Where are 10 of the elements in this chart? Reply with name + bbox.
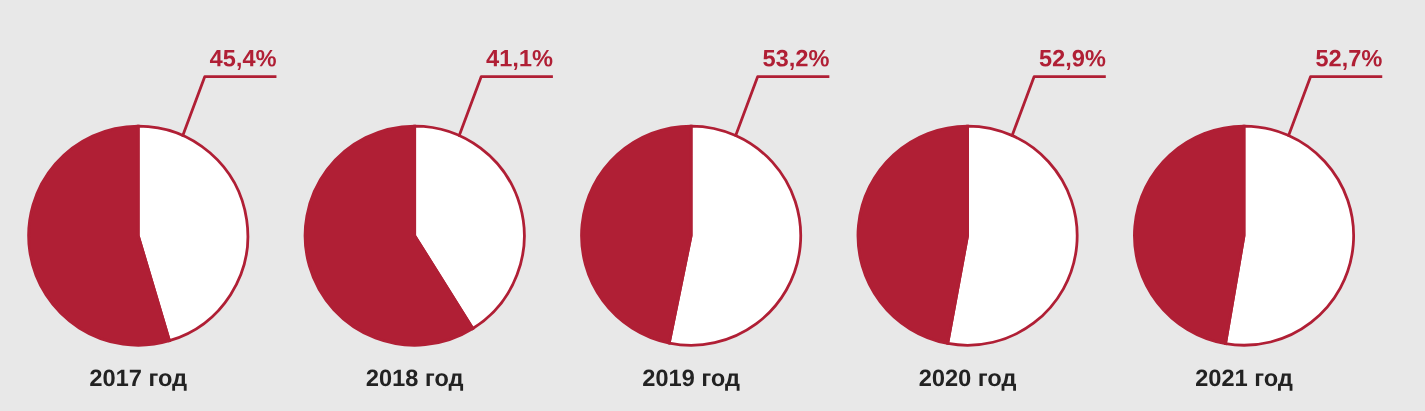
text: 2018 год [366,369,464,391]
text: 2017 год [90,369,187,391]
data-label: 53,2% [763,49,829,70]
data-label: 52,9% [1039,49,1106,70]
data-label: 52,7% [1316,49,1382,70]
text: 2020 год [919,369,1016,391]
data-label: 45,4% [209,49,276,70]
text: 2021 год [1196,369,1293,391]
data-label: 41,1% [486,49,553,70]
text: 2019 год [643,369,740,391]
